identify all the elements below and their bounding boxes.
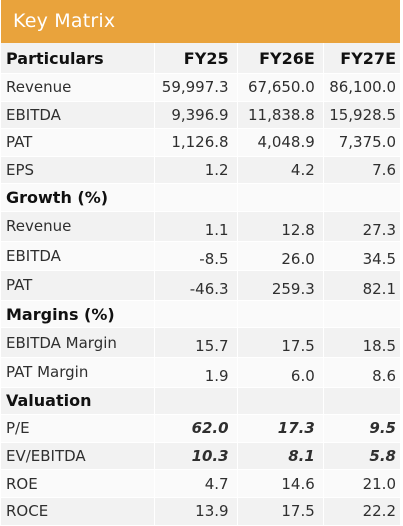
row-label: EBITDA Margin [1, 328, 155, 358]
cell-value: 22.2 [322, 497, 400, 526]
cell-value: 10.3 [154, 442, 237, 471]
key-matrix-table: Particulars FY25 FY26E FY27E Revenue 59,… [1, 43, 400, 526]
row-label: Revenue [1, 211, 155, 242]
cell-value: 17.3 [236, 415, 323, 443]
cell-value: 14.6 [236, 470, 323, 498]
cell-value: 7.6 [322, 156, 400, 185]
cell-value: 1.9 [154, 357, 237, 388]
cell-value: 18.5 [322, 328, 400, 358]
cell-value: -46.3 [154, 271, 237, 301]
table-row: EBITDA -8.5 26.0 34.5 [1, 241, 400, 272]
cell-value: 7,375.0 [322, 129, 400, 157]
row-label: P/E [1, 415, 155, 443]
cell-value: 12.8 [236, 211, 323, 242]
section-header-valuation: Valuation [1, 387, 400, 416]
table-row: EBITDA Margin 15.7 17.5 18.5 [1, 328, 400, 358]
section-heading: Growth (%) [1, 184, 155, 212]
cell-value: 86,100.0 [322, 74, 400, 102]
cell-value: 4.7 [154, 470, 237, 498]
column-header-particulars: Particulars [1, 43, 155, 74]
table-row: ROE 4.7 14.6 21.0 [1, 470, 400, 498]
section-header-margins: Margins (%) [1, 300, 400, 329]
cell-value: 9.5 [322, 415, 400, 443]
section-header-growth: Growth (%) [1, 184, 400, 212]
cell-value: 8.1 [236, 442, 323, 471]
row-label: PAT [1, 271, 155, 301]
row-label: EPS [1, 156, 155, 185]
table-row: PAT Margin 1.9 6.0 8.6 [1, 357, 400, 388]
table-row: EPS 1.2 4.2 7.6 [1, 156, 400, 185]
cell-value: 26.0 [236, 241, 323, 272]
cell-value: 1,126.8 [154, 129, 237, 157]
table-row: Revenue 1.1 12.8 27.3 [1, 211, 400, 242]
column-header-row: Particulars FY25 FY26E FY27E [1, 43, 400, 74]
table-row: PAT 1,126.8 4,048.9 7,375.0 [1, 129, 400, 157]
cell-value: -8.5 [154, 241, 237, 272]
row-label: ROCE [1, 497, 155, 526]
row-label: ROE [1, 470, 155, 498]
cell-value: 1.2 [154, 156, 237, 185]
section-heading: Valuation [1, 387, 155, 416]
cell-value: 4,048.9 [236, 129, 323, 157]
table-row: PAT -46.3 259.3 82.1 [1, 271, 400, 301]
column-header-fy26e: FY26E [236, 43, 323, 74]
cell-value: 67,650.0 [236, 74, 323, 102]
cell-value: 1.1 [154, 211, 237, 242]
cell-value: 34.5 [322, 241, 400, 272]
cell-value: 5.8 [322, 442, 400, 471]
cell-value: 9,396.9 [154, 101, 237, 130]
cell-value: 4.2 [236, 156, 323, 185]
row-label: EV/EBITDA [1, 442, 155, 471]
cell-value: 82.1 [322, 271, 400, 301]
row-label: PAT [1, 129, 155, 157]
table-row: EBITDA 9,396.9 11,838.8 15,928.5 [1, 101, 400, 130]
cell-value: 59,997.3 [154, 74, 237, 102]
row-label: EBITDA [1, 101, 155, 130]
cell-value: 8.6 [322, 357, 400, 388]
section-heading: Margins (%) [1, 300, 155, 329]
cell-value: 17.5 [236, 328, 323, 358]
row-label: Revenue [1, 74, 155, 102]
cell-value: 259.3 [236, 271, 323, 301]
cell-value: 6.0 [236, 357, 323, 388]
cell-value: 27.3 [322, 211, 400, 242]
cell-value: 15,928.5 [322, 101, 400, 130]
table-row: ROCE 13.9 17.5 22.2 [1, 497, 400, 526]
table-row: P/E 62.0 17.3 9.5 [1, 415, 400, 443]
row-label: PAT Margin [1, 357, 155, 388]
cell-value: 15.7 [154, 328, 237, 358]
cell-value: 21.0 [322, 470, 400, 498]
column-header-fy25: FY25 [154, 43, 237, 74]
cell-value: 62.0 [154, 415, 237, 443]
column-header-fy27e: FY27E [322, 43, 400, 74]
table-row: EV/EBITDA 10.3 8.1 5.8 [1, 442, 400, 471]
row-label: EBITDA [1, 241, 155, 272]
cell-value: 13.9 [154, 497, 237, 526]
table-row: Revenue 59,997.3 67,650.0 86,100.0 [1, 74, 400, 102]
cell-value: 17.5 [236, 497, 323, 526]
cell-value: 11,838.8 [236, 101, 323, 130]
table-title: Key Matrix [1, 0, 400, 43]
